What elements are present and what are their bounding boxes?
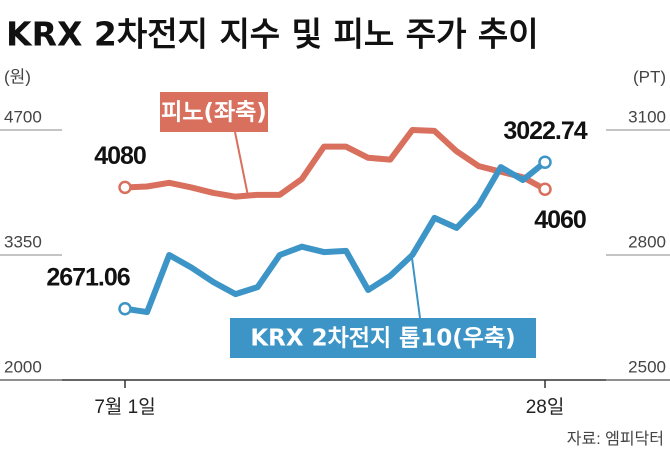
y-unit: (원) (4, 67, 31, 86)
source: 자료: 엠피닥터 (567, 430, 664, 448)
value-label: 2671.06 (46, 263, 129, 291)
y2-tick-label: 3100 (628, 107, 666, 126)
legend-box (230, 318, 536, 358)
end-marker (118, 180, 132, 195)
legend-label: 피노(좌축) (161, 100, 267, 126)
series-line (124, 159, 547, 316)
leader-line (411, 257, 421, 319)
end-marker (538, 155, 552, 169)
y-tick-label: 2000 (4, 357, 42, 376)
y-tick-label: 3350 (4, 232, 42, 251)
value-label: 3022.74 (503, 117, 587, 145)
x-tick-label: 7월 1일 (94, 396, 155, 418)
legend-label: KRX 2차전지 톱10(우축) (250, 326, 515, 352)
legend-box (160, 92, 268, 132)
y-tick-label: 4700 (4, 107, 42, 126)
y2-tick-label: 2800 (628, 232, 666, 251)
value-label: 4060 (534, 206, 586, 234)
value-label: 4080 (94, 142, 146, 170)
y2-unit: (PT) (633, 67, 666, 86)
y2-tick-label: 2500 (628, 357, 666, 376)
end-marker (538, 182, 552, 197)
series-line (124, 127, 547, 200)
leader-line (234, 131, 249, 197)
end-marker (118, 301, 132, 316)
chart-title: KRX 2차전지 지수 및 피노 주가 추이 (6, 15, 539, 54)
x-tick-label: 28일 (526, 396, 565, 418)
